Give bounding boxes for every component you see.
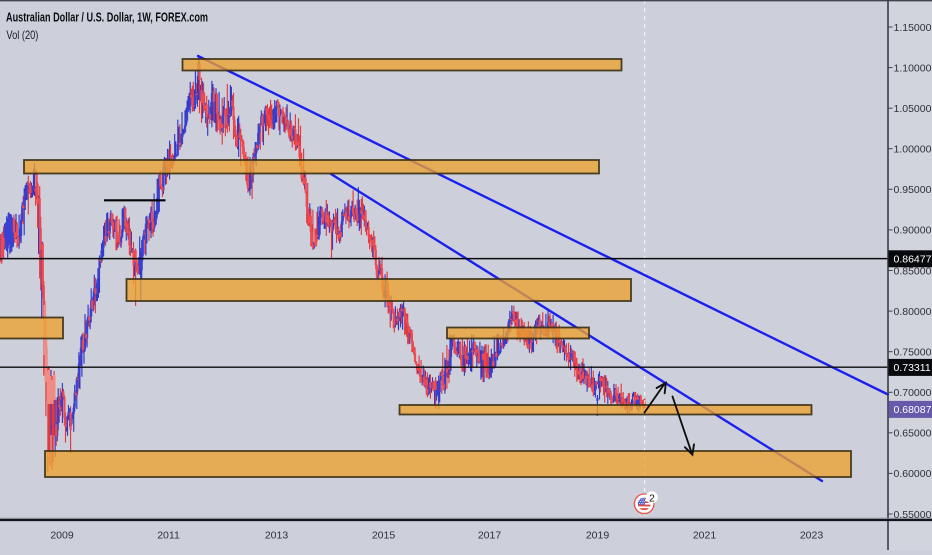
- svg-text:0.68087: 0.68087: [894, 404, 932, 416]
- svg-text:2019: 2019: [586, 530, 610, 542]
- svg-text:0.55000: 0.55000: [894, 509, 932, 521]
- svg-text:2011: 2011: [157, 530, 180, 542]
- svg-text:0.65000: 0.65000: [894, 428, 932, 440]
- svg-text:2021: 2021: [693, 530, 717, 542]
- svg-text:0.70000: 0.70000: [894, 387, 932, 399]
- svg-text:0.60000: 0.60000: [894, 468, 932, 480]
- svg-text:1.05000: 1.05000: [894, 103, 932, 115]
- svg-text:1.10000: 1.10000: [894, 62, 932, 74]
- svg-text:0.86477: 0.86477: [894, 254, 932, 266]
- svg-text:2013: 2013: [265, 530, 289, 542]
- svg-text:2009: 2009: [50, 530, 74, 542]
- svg-text:0.75000: 0.75000: [894, 347, 932, 359]
- svg-text:0.90000: 0.90000: [894, 225, 932, 237]
- svg-text:2015: 2015: [372, 530, 396, 542]
- svg-text:0.95000: 0.95000: [894, 184, 932, 196]
- svg-text:Vol (20): Vol (20): [6, 28, 38, 42]
- svg-text:1.15000: 1.15000: [894, 22, 932, 34]
- svg-text:2017: 2017: [478, 530, 502, 542]
- svg-text:0.73311: 0.73311: [894, 362, 931, 374]
- svg-text:2: 2: [649, 492, 655, 504]
- svg-text:2023: 2023: [800, 530, 824, 542]
- svg-text:1.00000: 1.00000: [894, 144, 932, 156]
- svg-text:Australian Dollar / U.S. Dolla: Australian Dollar / U.S. Dollar, 1W, FOR…: [6, 11, 208, 25]
- svg-text:0.80000: 0.80000: [894, 306, 932, 318]
